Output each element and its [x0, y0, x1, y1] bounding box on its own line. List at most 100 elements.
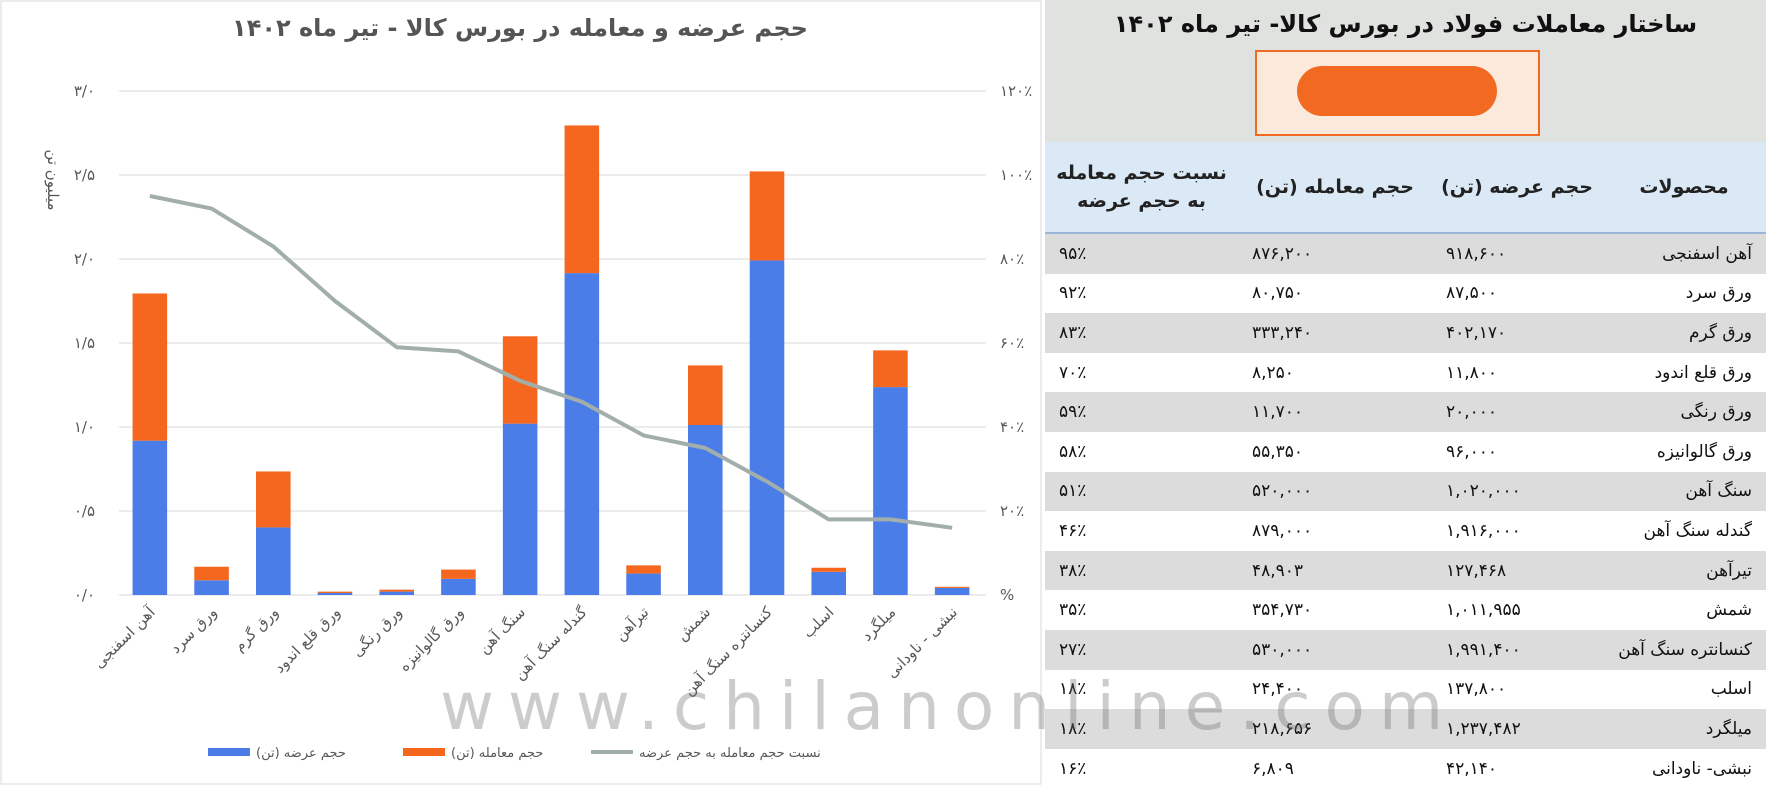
y-tick-label: ۲/۰ [74, 250, 95, 268]
table-title-bar: ساختار معاملات فولاد در بورس کالا- تیر م… [1045, 0, 1766, 142]
table: محصولات حجم عرضه (تن) حجم معامله (تن) نسبت … [1045, 142, 1766, 788]
table-cell: ۷۰٪ [1059, 362, 1087, 383]
y-tick-label: ۰/۰ [74, 586, 95, 604]
table-cell: ۴۲,۱۴۰ [1446, 758, 1498, 779]
legend-label: حجم عرضه (تن) [256, 746, 346, 761]
table-cell: ۸,۲۵۰ [1252, 362, 1294, 383]
logo [1255, 50, 1540, 136]
table-panel: ساختار معاملات فولاد در بورس کالا- تیر م… [1045, 0, 1766, 787]
table-row: ورق رنگی ۲۰,۰۰۰ ۱۱,۷۰۰ ۵۹٪ [1045, 392, 1766, 432]
table-row: میلگرد ۱,۲۳۷,۴۸۲ ۲۱۸,۶۵۶ ۱۸٪ [1045, 709, 1766, 749]
bar [502, 423, 538, 595]
table-row: ورق سرد ۸۷,۵۰۰ ۸۰,۷۵۰ ۹۲٪ [1045, 274, 1766, 314]
table-row: کنسانتره سنگ آهن ۱,۹۹۱,۴۰۰ ۵۳۰,۰۰۰ ۲۷٪ [1045, 629, 1766, 670]
table-cell: سنگ آهن [1602, 471, 1766, 512]
table-cell: ۸۰,۷۵۰ [1252, 283, 1304, 304]
header-cell: حجم معامله (تن) [1238, 142, 1432, 234]
bar [873, 350, 908, 388]
y-tick-label: ۱/۰ [74, 418, 95, 436]
bar [194, 566, 229, 581]
table-cell: ۵۸٪ [1059, 441, 1087, 462]
y2-tick-label: ۶۰٪ [1000, 334, 1024, 352]
table-cell: ۳۳۳,۲۴۰ [1238, 313, 1432, 353]
y-tick-label: ۳/۰ [74, 82, 95, 100]
table-cell: ۳۵۴,۷۳۰ [1252, 600, 1313, 621]
table-row: نبشی- ناودانی ۴۲,۱۴۰ ۶,۸۰۹ ۱۶٪ [1045, 749, 1766, 788]
bar [749, 260, 785, 595]
legend-label: حجم معامله (تن) [451, 746, 543, 761]
table-cell: ۱,۰۱۱,۹۵۵ [1446, 600, 1521, 621]
table-cell: ۴۸,۹۰۳ [1238, 550, 1432, 591]
header-cell: محصولات [1602, 142, 1766, 234]
table-cell: ۴۰۲,۱۷۰ [1432, 313, 1602, 353]
bar [934, 586, 970, 588]
table-cell: ۱,۹۹۱,۴۰۰ [1432, 629, 1602, 670]
bar [626, 565, 661, 574]
table-cell: ۱۸٪ [1045, 709, 1238, 749]
y2-tick-label: ۲۰٪ [1000, 502, 1024, 520]
table-cell: ۲۰,۰۰۰ [1432, 392, 1602, 432]
table-row: آهن اسفنجی ۹۱۸,۶۰۰ ۸۷۶,۲۰۰ ۹۵٪ [1045, 233, 1766, 274]
table-cell: ۱۲۷,۴۶۸ [1432, 550, 1602, 591]
table-row: سنگ آهن ۱,۰۲۰,۰۰۰ ۵۲۰,۰۰۰ ۵۱٪ [1045, 471, 1766, 512]
y-axis-label: میلیون تن [44, 149, 62, 210]
bar [626, 573, 661, 595]
line [149, 194, 953, 530]
table-cell: میلگرد [1602, 709, 1766, 749]
table-cell: ۱۱,۷۰۰ [1238, 392, 1432, 432]
table-cell: ۵۳۰,۰۰۰ [1238, 629, 1432, 670]
bar [379, 591, 414, 595]
table-row: گندله سنگ آهن ۱,۹۱۶,۰۰۰ ۸۷۹,۰۰۰ ۴۶٪ [1045, 511, 1766, 551]
table-cell: ۲۷٪ [1045, 629, 1238, 670]
table-cell: ۱۶٪ [1059, 758, 1087, 779]
table-cell: ۲۱۸,۶۵۶ [1238, 709, 1432, 749]
chart: حجم عرضه و معامله در بورس کالا - تیر ماه… [0, 0, 1042, 785]
bar [441, 578, 476, 595]
bar [564, 125, 600, 274]
header-row: محصولات حجم عرضه (تن) حجم معامله (تن) نسبت … [1045, 142, 1766, 234]
bar [317, 593, 353, 595]
bar [441, 569, 476, 579]
table-cell: ورق رنگی [1602, 392, 1766, 432]
table-body: آهن اسفنجی ۹۱۸,۶۰۰ ۸۷۶,۲۰۰ ۹۵٪ ورق سرد ۸۷,۵۰۰… [1045, 233, 1766, 788]
table-cell: ۸۷۹,۰۰۰ [1252, 520, 1313, 541]
bar [688, 424, 723, 595]
table-cell: ۵۹٪ [1045, 392, 1238, 432]
table-cell: شمش [1706, 600, 1752, 621]
table-cell: تیرآهن [1602, 550, 1766, 591]
bar [256, 527, 291, 595]
table-cell: ۶,۸۰۹ [1252, 758, 1294, 779]
bar [132, 293, 168, 441]
table-cell: ۱۸٪ [1059, 679, 1087, 700]
table-row: شمش ۱,۰۱۱,۹۵۵ ۳۵۴,۷۳۰ ۳۵٪ [1045, 590, 1766, 630]
table-cell: ۱,۹۱۶,۰۰۰ [1446, 520, 1521, 541]
logo-shape [1297, 66, 1497, 116]
table-cell: ۵۵,۳۵۰ [1252, 441, 1304, 462]
y2-tick-label: ۸۰٪ [1000, 250, 1024, 268]
table-row: ورق گالوانیزه ۹۶,۰۰۰ ۵۵,۳۵۰ ۵۸٪ [1045, 432, 1766, 472]
table-cell: ۹۵٪ [1045, 233, 1238, 274]
bar [749, 171, 785, 261]
table-cell: ورق قلع اندود [1654, 362, 1752, 383]
table-cell: آهن اسفنجی [1602, 233, 1766, 274]
y2-tick-label: ۱۰۰٪ [1000, 166, 1032, 184]
table-cell: ۵۱٪ [1045, 471, 1238, 512]
table-cell: ورق سرد [1685, 283, 1752, 304]
table-title: ساختار معاملات فولاد در بورس کالا- تیر م… [1113, 10, 1698, 38]
bar [873, 387, 908, 595]
table-cell: ۳۸٪ [1045, 550, 1238, 591]
table-cell: ۵۲۰,۰۰۰ [1238, 471, 1432, 512]
y-tick-label: ۱/۵ [74, 334, 95, 352]
table-cell: ۹۶,۰۰۰ [1446, 441, 1498, 462]
y2-tick-label: ۱۲۰٪ [1000, 82, 1032, 100]
bar [379, 589, 414, 592]
table-cell: کنسانتره سنگ آهن [1602, 629, 1766, 670]
legend-label: نسبت حجم معامله به حجم عرضه [639, 746, 821, 761]
table-cell: ۸۷۶,۲۰۰ [1238, 233, 1432, 274]
table-row: تیرآهن ۱۲۷,۴۶۸ ۴۸,۹۰۳ ۳۸٪ [1045, 550, 1766, 591]
y-tick-label: ۲/۵ [74, 166, 95, 184]
bar [688, 365, 723, 425]
bar [132, 440, 168, 595]
bar [564, 273, 600, 595]
